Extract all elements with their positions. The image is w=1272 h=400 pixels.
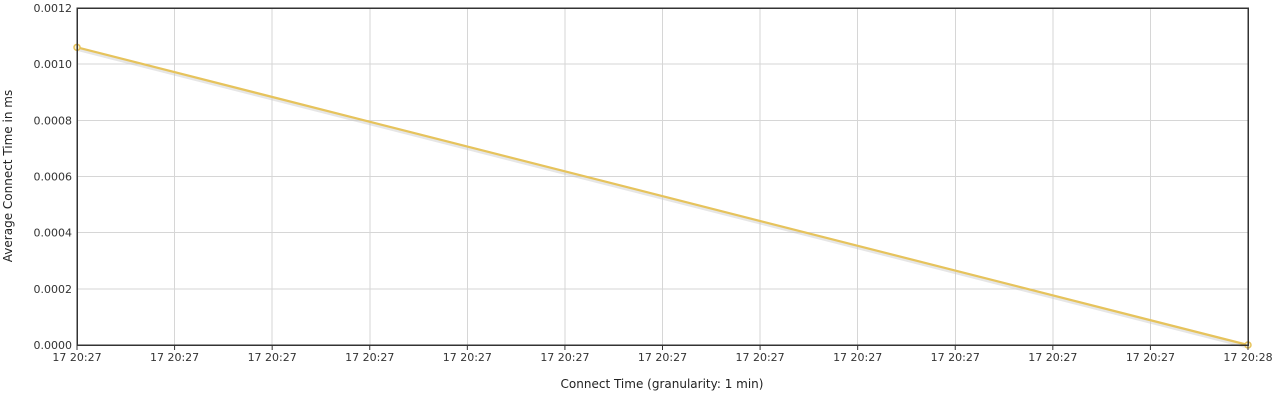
- x-tick-label: 17 20:27: [345, 351, 394, 364]
- y-tick-label: 0.0004: [34, 227, 73, 240]
- y-tick-label: 0.0012: [34, 2, 73, 15]
- x-tick-label: 17 20:27: [833, 351, 882, 364]
- x-tick-label: 17 20:27: [540, 351, 589, 364]
- y-tick-label: 0.0008: [34, 114, 73, 127]
- grid: [77, 8, 1248, 345]
- y-tick-label: 0.0002: [34, 283, 73, 296]
- x-tick-label: 17 20:27: [248, 351, 297, 364]
- y-tick-label: 0.0010: [34, 58, 73, 71]
- x-tick-label: 17 20:28: [1223, 351, 1272, 364]
- y-tick-label: 0.0000: [34, 339, 73, 352]
- x-tick-label: 17 20:27: [1028, 351, 1077, 364]
- x-tick-label: 17 20:27: [443, 351, 492, 364]
- x-axis-ticks: 17 20:27 17 20:27 17 20:27 17 20:27 17 20:27…: [52, 345, 1272, 364]
- x-tick-label: 17 20:27: [638, 351, 687, 364]
- x-tick-label: 17 20:27: [150, 351, 199, 364]
- y-tick-label: 0.0006: [34, 171, 73, 184]
- x-tick-label: 17 20:27: [1126, 351, 1175, 364]
- x-tick-label: 17 20:27: [931, 351, 980, 364]
- series-line-shadow: [76, 46, 1249, 349]
- y-axis-ticks: 0.0000 0.0002 0.0004 0.0006 0.0008 0.0010 0.00…: [34, 2, 73, 352]
- x-tick-label: 17 20:27: [52, 351, 101, 364]
- x-axis-title: Connect Time (granularity: 1 min): [561, 377, 764, 391]
- series-line: [76, 46, 1249, 347]
- x-tick-label: 17 20:27: [735, 351, 784, 364]
- y-axis-title: Average Connect Time in ms: [1, 90, 15, 262]
